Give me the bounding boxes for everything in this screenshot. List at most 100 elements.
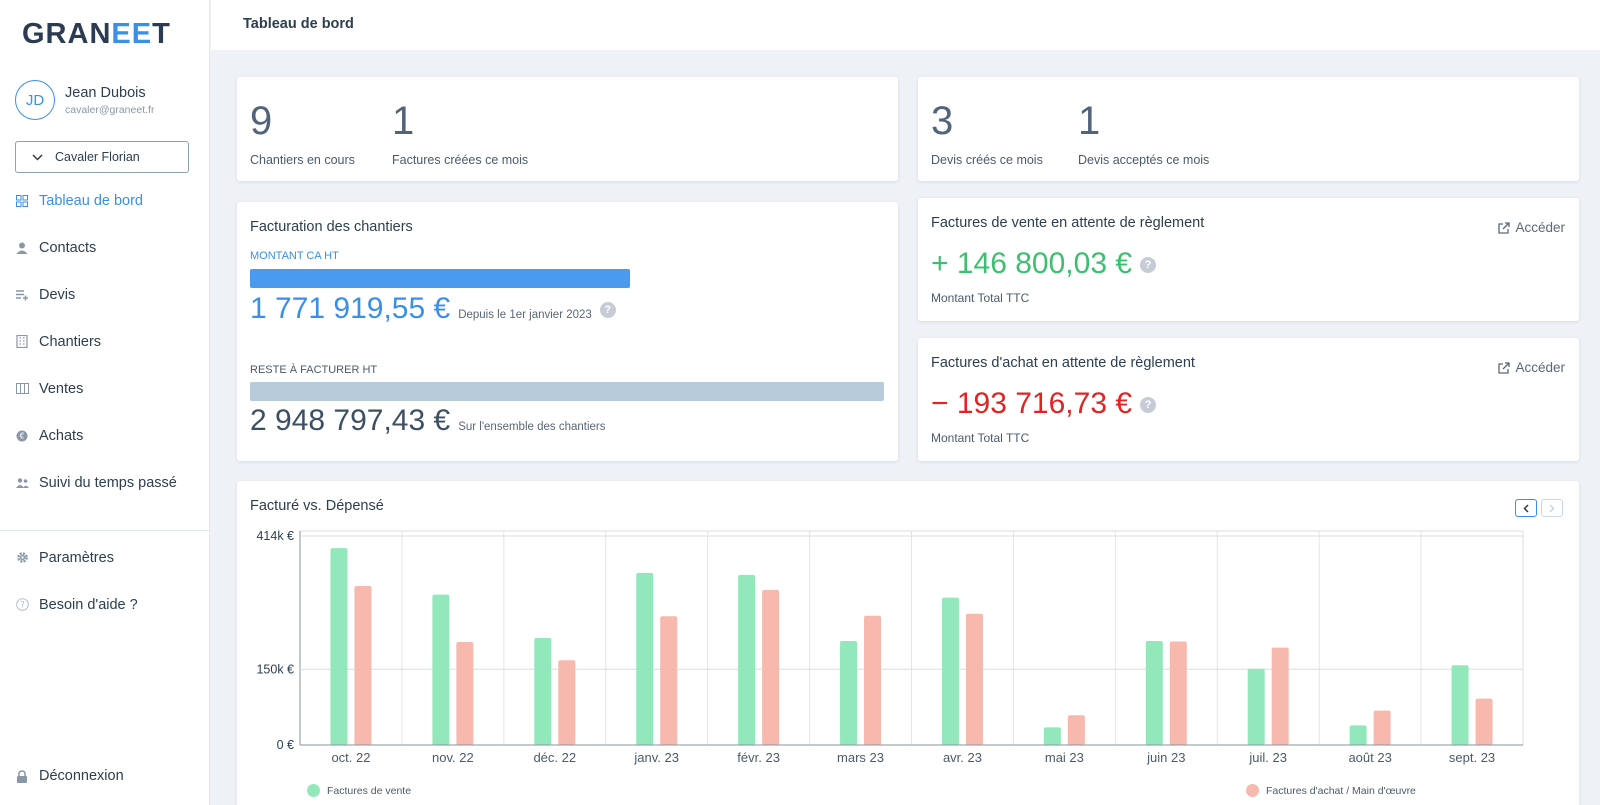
columns-icon [15, 382, 29, 396]
sidebar-item-label: Tableau de bord [39, 192, 143, 209]
y-tick-label: 0 € [277, 738, 294, 752]
bar-sales [840, 641, 858, 745]
sidebar-item-achats[interactable]: € Achats [0, 412, 210, 459]
bar-purchases [660, 616, 678, 745]
rest-progress-bar [250, 382, 884, 401]
purchase-amount-row: − 193 716,73 €? [931, 387, 1157, 420]
legend-item-sales[interactable]: Factures de vente [307, 784, 411, 797]
purchase-pending-card: Factures d'achat en attente de règlement… [918, 338, 1579, 461]
access-link[interactable]: Accéder [1498, 220, 1565, 235]
user-name: Jean Dubois [65, 84, 146, 101]
chevron-left-icon [1523, 503, 1529, 513]
stat-devis-crees: 3 Devis créés ce mois [931, 101, 1043, 167]
topbar: Tableau de bord [211, 0, 1600, 50]
external-link-icon [1498, 221, 1511, 234]
y-tick-label: 414k € [256, 529, 294, 543]
sidebar-item-label: Besoin d'aide ? [39, 596, 138, 613]
ca-amount-row: 1 771 919,55 € Depuis le 1er janvier 2023… [250, 294, 616, 324]
sidebar-item-chantiers[interactable]: Chantiers [0, 318, 210, 365]
card-title: Factures d'achat en attente de règlement [931, 355, 1195, 371]
help-icon[interactable]: ? [1140, 397, 1157, 414]
card-title: Factures de vente en attente de règlemen… [931, 215, 1205, 231]
help-icon[interactable]: ? [599, 302, 616, 319]
stats-card-devis: 3 Devis créés ce mois 1 Devis acceptés c… [918, 77, 1579, 181]
legend-swatch [307, 784, 320, 797]
people-icon [15, 476, 29, 490]
euro-coin-icon: € [15, 429, 29, 443]
rest-amount-row: 2 948 797,43 € Sur l'ensemble des chantie… [250, 406, 606, 436]
main-nav: Tableau de bord Contacts Devis Chantiers… [0, 177, 210, 506]
bar-purchases [558, 660, 576, 745]
page-title: Tableau de bord [243, 16, 354, 32]
sales-sub-label: Montant Total TTC [931, 291, 1030, 305]
bar-purchases [1373, 710, 1391, 745]
access-link[interactable]: Accéder [1498, 360, 1565, 375]
y-tick-label: 150k € [256, 662, 294, 676]
company-select[interactable]: Cavaler Florian [15, 141, 189, 173]
sidebar-item-suivi-du-temps[interactable]: Suivi du temps passé [0, 459, 210, 506]
chart-title: Facturé vs. Dépensé [250, 498, 384, 514]
sidebar-item-ventes[interactable]: Ventes [0, 365, 210, 412]
chart-prev-button[interactable] [1515, 499, 1537, 517]
sales-amount: + 146 800,03 € [931, 247, 1133, 280]
sidebar-item-label: Achats [39, 427, 84, 444]
x-tick-label: juil. 23 [1248, 750, 1287, 765]
stat-value: 1 [392, 99, 415, 143]
stats-card-chantiers: 9 Chantiers en cours 1 Factures créées c… [237, 77, 898, 181]
sidebar-item-tableau-de-bord[interactable]: Tableau de bord [0, 177, 210, 224]
bar-purchases [456, 642, 474, 745]
chevron-down-icon [32, 153, 43, 161]
lock-icon [15, 769, 29, 783]
bar-purchases [965, 613, 983, 745]
help-icon[interactable]: ? [1140, 257, 1157, 274]
legend-label: Factures d'achat / Main d'œuvre [1266, 784, 1416, 797]
bar-sales [1145, 641, 1163, 745]
stat-value: 1 [1078, 99, 1101, 143]
logout-label: Déconnexion [39, 768, 124, 784]
chevron-right-icon [1549, 503, 1555, 513]
logout-button[interactable]: Déconnexion [0, 752, 210, 800]
stat-factures-creees: 1 Factures créées ce mois [392, 101, 528, 167]
chart-next-button[interactable] [1541, 499, 1563, 517]
bar-sales [1247, 668, 1265, 745]
card-title: Facturation des chantiers [250, 219, 413, 235]
x-tick-label: déc. 22 [533, 750, 576, 765]
user-profile[interactable]: JD Jean Dubois cavaler@graneet.fr [15, 80, 154, 120]
stat-label: Devis créés ce mois [931, 153, 1043, 167]
sidebar-item-aide[interactable]: ? Besoin d'aide ? [0, 581, 210, 628]
bar-sales [636, 572, 654, 745]
bar-purchases [864, 615, 882, 745]
graneet-logo[interactable]: GRANEET [22, 18, 171, 50]
stat-value: 9 [250, 99, 273, 143]
legend-item-purchases[interactable]: Factures d'achat / Main d'œuvre [1246, 784, 1416, 797]
stat-label: Chantiers en cours [250, 153, 355, 167]
bar-purchases [1169, 641, 1187, 745]
dashboard-icon [15, 194, 29, 208]
list-add-icon [15, 288, 29, 302]
stat-chantiers-en-cours: 9 Chantiers en cours [250, 101, 355, 167]
sidebar-item-parametres[interactable]: Paramètres [0, 534, 210, 581]
bar-sales [1451, 665, 1469, 745]
user-email: cavaler@graneet.fr [65, 103, 155, 116]
rest-label: RESTE À FACTURER HT [250, 364, 378, 376]
purchase-amount: − 193 716,73 € [931, 387, 1133, 420]
stat-label: Devis acceptés ce mois [1078, 153, 1210, 167]
ca-label: MONTANT CA HT [250, 250, 339, 262]
sidebar-item-label: Chantiers [39, 333, 102, 350]
bar-sales [330, 548, 348, 745]
bar-purchases [1271, 647, 1289, 745]
bar-sales [432, 594, 450, 745]
bar-sales [738, 574, 756, 745]
bar-sales [1043, 727, 1061, 745]
gear-icon [15, 551, 29, 565]
sidebar-item-label: Contacts [39, 239, 97, 256]
building-icon [15, 335, 29, 349]
x-tick-label: févr. 23 [737, 750, 780, 765]
access-link-label: Accéder [1515, 360, 1565, 375]
bar-sales [534, 638, 552, 745]
sidebar-item-contacts[interactable]: Contacts [0, 224, 210, 271]
access-link-label: Accéder [1515, 220, 1565, 235]
sidebar-item-label: Ventes [39, 380, 84, 397]
sidebar: GRANEET JD Jean Dubois cavaler@graneet.f… [0, 0, 210, 805]
sidebar-item-devis[interactable]: Devis [0, 271, 210, 318]
